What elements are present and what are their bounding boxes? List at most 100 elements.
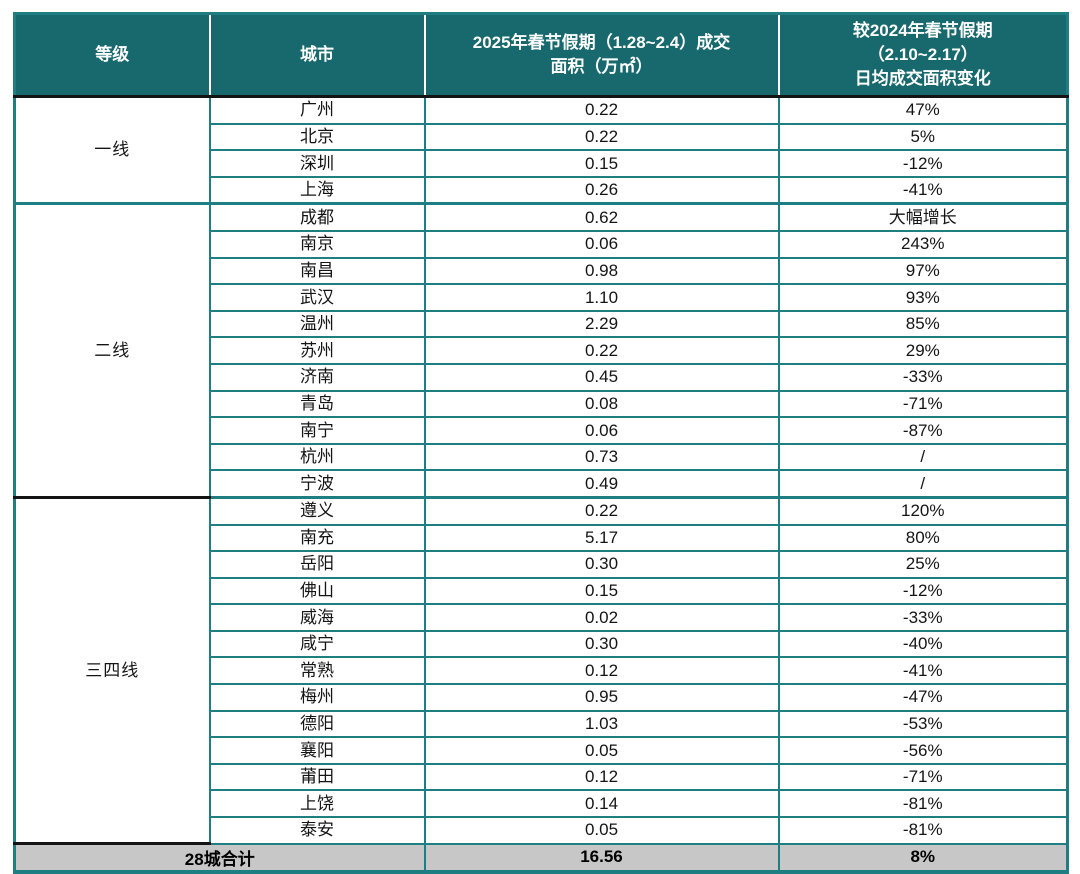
area-value: 0.49	[423, 469, 780, 499]
city-name: 威海	[208, 603, 426, 632]
city-name: 咸宁	[208, 629, 426, 659]
change-value: 120%	[777, 495, 1069, 526]
header-row: 等级 城市 2025年春节假期（1.28~2.4）成交 面积（万㎡） 较2024年春节假…	[14, 13, 1068, 98]
area-value: 1.10	[423, 283, 780, 312]
change-value: -41%	[777, 175, 1069, 205]
area-value: 0.45	[423, 362, 780, 392]
column-header-line: 2025年春节假期（1.28~2.4）成交	[472, 33, 731, 53]
area-value: 0.22	[423, 495, 780, 526]
area-value: 0.15	[423, 149, 780, 178]
change-value: -81%	[777, 816, 1069, 845]
city-name: 成都	[208, 202, 426, 232]
city-name: 苏州	[208, 336, 426, 365]
city-name: 泰安	[208, 816, 426, 845]
city-row: 一线 广州 0.22 47%	[13, 94, 1069, 205]
area-value: 1.03	[423, 709, 780, 739]
city-row: 岳阳 0.30 25%	[15, 550, 1069, 579]
total-label: 28城合计	[13, 842, 426, 874]
area-value: 2.29	[423, 309, 780, 339]
city-row: 莆田 0.12 -71%	[15, 762, 1069, 792]
city-row: 上海 0.26 -41%	[15, 175, 1069, 205]
change-value: 85%	[777, 309, 1069, 339]
change-value: -33%	[777, 362, 1069, 392]
city-name: 岳阳	[208, 550, 426, 579]
change-value: -33%	[777, 603, 1069, 632]
city-row: 威海 0.02 -33%	[15, 603, 1069, 632]
city-name: 上饶	[208, 789, 426, 819]
area-value: 0.73	[423, 442, 780, 472]
city-name: 北京	[208, 122, 426, 152]
change-value: 5%	[777, 122, 1069, 152]
area-value: 0.30	[423, 550, 780, 579]
city-name: 梅州	[208, 683, 426, 712]
area-value: 0.12	[423, 762, 780, 792]
change-value: -56%	[777, 736, 1069, 765]
city-row: 上饶 0.14 -81%	[15, 789, 1069, 819]
change-value: 243%	[777, 229, 1069, 259]
column-header-line: 日均成交面积变化	[854, 68, 991, 88]
area-value: 5.17	[423, 523, 780, 553]
city-name: 德阳	[208, 709, 426, 739]
city-row: 南充 5.17 80%	[15, 523, 1069, 553]
column-header-line: 等级	[95, 45, 130, 65]
tier-cell-3: 三四线	[13, 495, 211, 846]
city-name: 南充	[208, 523, 426, 553]
area-value: 0.22	[423, 94, 780, 125]
spring-festival-transaction-table: 等级 城市 2025年春节假期（1.28~2.4）成交 面积（万㎡） 较2024年春节假…	[13, 12, 1069, 874]
area-value: 0.14	[423, 789, 780, 819]
change-value: 29%	[777, 336, 1069, 365]
change-value: -81%	[777, 789, 1069, 819]
city-row: 二线 成都 0.62 大幅增长	[13, 202, 1069, 499]
table-body: 一线 广州 0.22 47% 北京 0.22 5% 深圳 0.15 -12% 上海 0.26 -41% 二…	[13, 94, 1069, 846]
city-name: 南京	[208, 229, 426, 259]
change-value: 47%	[777, 94, 1069, 125]
area-value: 0.62	[423, 202, 780, 232]
total-row: 28城合计 16.56 8%	[13, 842, 1069, 874]
city-name: 宁波	[208, 469, 426, 499]
city-row: 南京 0.06 243%	[15, 229, 1069, 259]
area-value: 0.12	[423, 656, 780, 686]
area-value: 0.06	[423, 229, 780, 259]
city-name: 青岛	[208, 389, 426, 419]
change-value: -53%	[777, 709, 1069, 739]
area-value: 0.95	[423, 683, 780, 712]
column-header-line: （2.10~2.17）	[867, 45, 978, 65]
change-value: -12%	[777, 576, 1069, 606]
table-footer: 28城合计 16.56 8%	[13, 842, 1069, 874]
city-row: 咸宁 0.30 -40%	[15, 629, 1069, 659]
city-row: 温州 2.29 85%	[15, 309, 1069, 339]
city-row: 常熟 0.12 -41%	[15, 656, 1069, 686]
city-row: 南昌 0.98 97%	[15, 256, 1069, 286]
column-header-line: 较2024年春节假期	[852, 21, 993, 41]
area-value: 0.05	[423, 816, 780, 845]
change-value: -41%	[777, 656, 1069, 686]
change-value: 80%	[777, 523, 1069, 553]
change-value: 93%	[777, 283, 1069, 312]
change-value: -71%	[777, 762, 1069, 792]
city-row: 济南 0.45 -33%	[15, 362, 1069, 392]
area-value: 0.22	[423, 122, 780, 152]
change-value: -12%	[777, 149, 1069, 178]
change-value: 25%	[777, 550, 1069, 579]
table-header: 等级 城市 2025年春节假期（1.28~2.4）成交 面积（万㎡） 较2024年春节假…	[14, 13, 1068, 98]
city-row: 宁波 0.49/	[15, 469, 1069, 499]
area-value: 0.98	[423, 256, 780, 286]
change-value: -40%	[777, 629, 1069, 659]
change-value: /	[777, 469, 1069, 499]
column-header-line: 城市	[300, 45, 334, 65]
column-header-1: 等级	[14, 13, 210, 98]
city-name: 温州	[208, 309, 426, 339]
city-row: 泰安 0.05 -81%	[15, 816, 1069, 845]
city-name: 广州	[208, 94, 426, 125]
city-row: 梅州 0.95 -47%	[15, 683, 1069, 712]
area-value: 0.15	[423, 576, 780, 606]
city-row: 佛山 0.15 -12%	[15, 576, 1069, 606]
city-name: 上海	[208, 175, 426, 205]
change-value: -47%	[777, 683, 1069, 712]
total-change-value: 8%	[777, 842, 1069, 874]
city-name: 莆田	[208, 762, 426, 792]
column-header-line: 面积（万㎡）	[550, 57, 653, 76]
city-row: 武汉 1.10 93%	[15, 283, 1069, 312]
city-row: 南宁 0.06 -87%	[15, 416, 1069, 445]
